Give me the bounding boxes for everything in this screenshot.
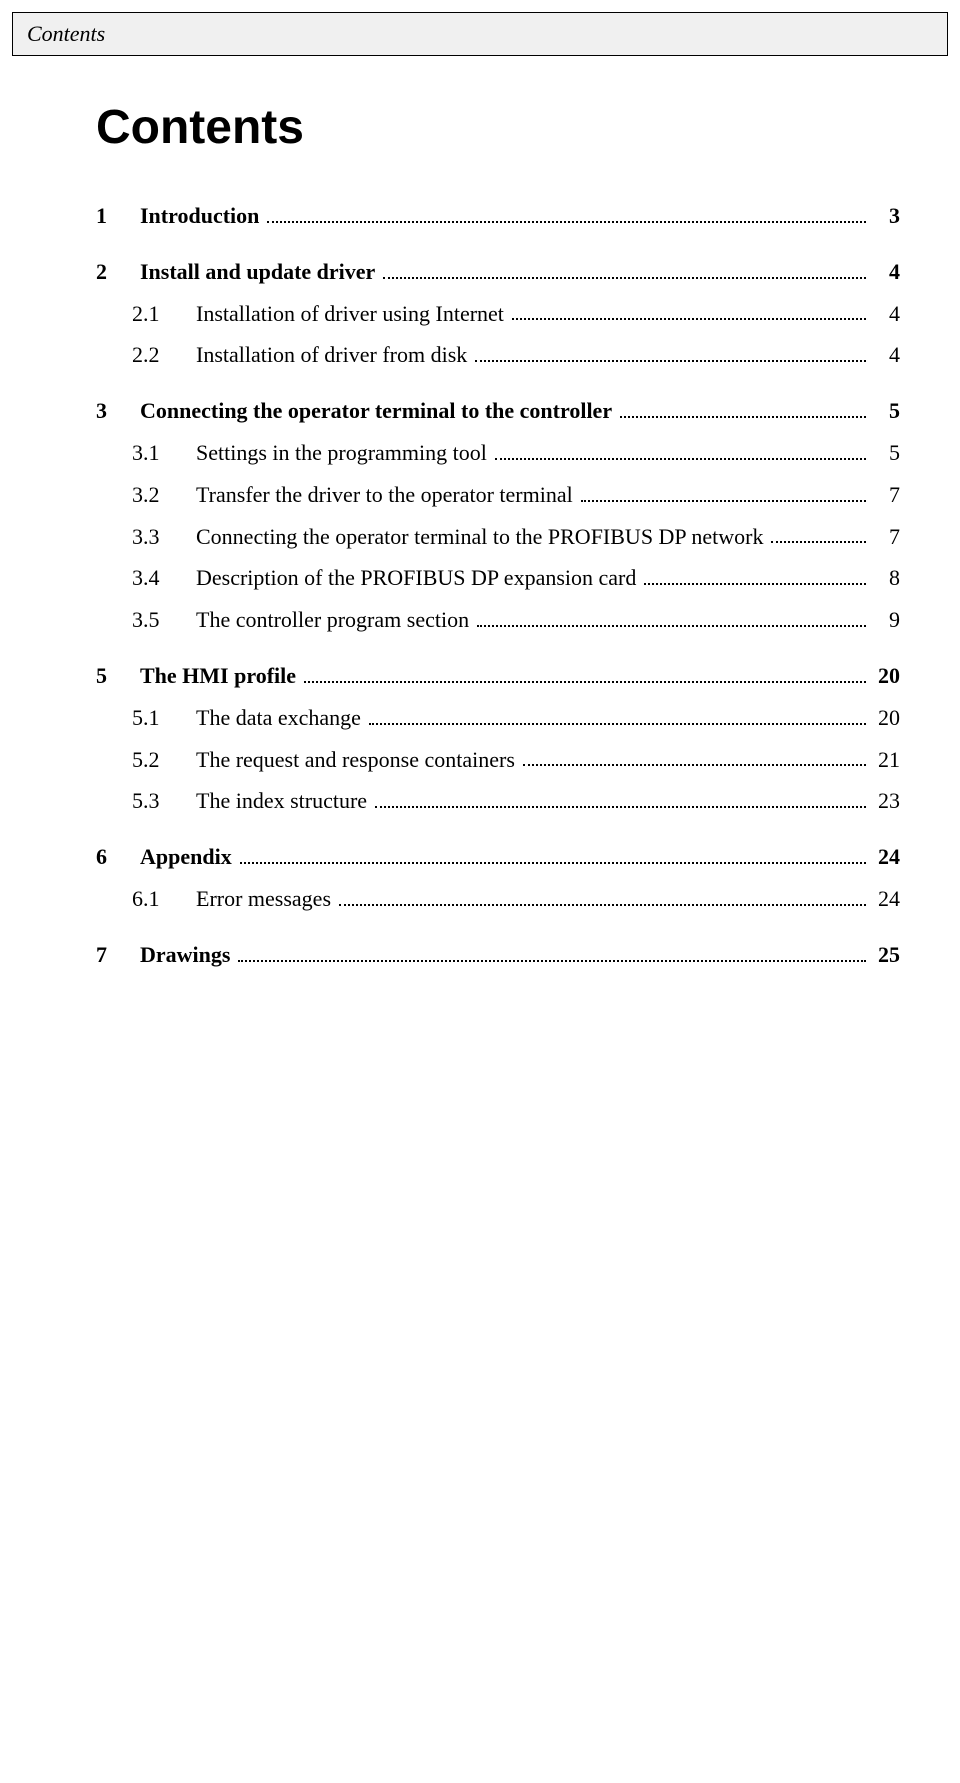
toc-entry-number: 5.3 (132, 780, 196, 822)
toc-entry-number: 5.2 (132, 739, 196, 781)
toc-section: 2Install and update driver 4 (96, 251, 900, 293)
toc-leader-dots (512, 318, 866, 320)
toc-subsection: 3.2Transfer the driver to the operator t… (96, 474, 900, 516)
toc-entry-page: 4 (870, 251, 900, 293)
toc-leader-dots (369, 723, 866, 725)
toc-entry-page: 5 (870, 432, 900, 474)
toc-leader-dots (238, 960, 866, 962)
toc-leader-dots (620, 416, 866, 418)
toc-container: 1Introduction 3 2Install and update driver… (96, 195, 900, 976)
toc-leader-dots (304, 681, 866, 683)
toc-entry-page: 5 (870, 390, 900, 432)
toc-leader-dots (267, 221, 866, 223)
toc-entry-number: 3.2 (132, 474, 196, 516)
toc-subsection: 3.5The controller program section 9 (96, 599, 900, 641)
toc-leader-dots (771, 541, 866, 543)
toc-subsection: 6.1Error messages 24 (96, 878, 900, 920)
toc-entry-label: The controller program section (196, 599, 473, 641)
toc-section: 3Connecting the operator terminal to the… (96, 390, 900, 432)
toc-entry-label: Installation of driver using Internet (196, 293, 508, 335)
toc-entry-page: 25 (870, 934, 900, 976)
toc-entry-page: 7 (870, 516, 900, 558)
toc-entry-label: The request and response containers (196, 739, 519, 781)
toc-leader-dots (477, 625, 866, 627)
toc-entry-label: Drawings (140, 934, 234, 976)
toc-entry-label: The data exchange (196, 697, 365, 739)
toc-entry-page: 20 (870, 697, 900, 739)
toc-subsection: 2.2Installation of driver from disk 4 (96, 334, 900, 376)
toc-entry-label: Connecting the operator terminal to the … (196, 516, 767, 558)
toc-entry-number: 6 (96, 836, 140, 878)
toc-section: 6Appendix 24 (96, 836, 900, 878)
toc-leader-dots (581, 500, 866, 502)
toc-entry-page: 23 (870, 780, 900, 822)
toc-leader-dots (383, 277, 866, 279)
toc-entry-label: Description of the PROFIBUS DP expansion… (196, 557, 640, 599)
content-area: Contents 1Introduction 3 2Install and upda… (96, 100, 900, 976)
toc-entry-page: 4 (870, 334, 900, 376)
toc-entry-page: 9 (870, 599, 900, 641)
toc-entry-page: 3 (870, 195, 900, 237)
toc-entry-number: 5.1 (132, 697, 196, 739)
toc-subsection: 2.1Installation of driver using Internet… (96, 293, 900, 335)
toc-leader-dots (375, 806, 866, 808)
toc-entry-label: Transfer the driver to the operator term… (196, 474, 577, 516)
toc-entry-page: 21 (870, 739, 900, 781)
toc-entry-number: 3.3 (132, 516, 196, 558)
toc-leader-dots (523, 764, 866, 766)
toc-subsection: 3.1Settings in the programming tool 5 (96, 432, 900, 474)
toc-subsection: 3.4Description of the PROFIBUS DP expans… (96, 557, 900, 599)
toc-entry-label: The index structure (196, 780, 371, 822)
toc-entry-number: 3.5 (132, 599, 196, 641)
toc-entry-page: 20 (870, 655, 900, 697)
toc-entry-label: Settings in the programming tool (196, 432, 491, 474)
toc-entry-label: Installation of driver from disk (196, 334, 471, 376)
toc-subsection: 5.1The data exchange 20 (96, 697, 900, 739)
page-header: Contents (12, 12, 948, 56)
toc-entry-page: 7 (870, 474, 900, 516)
toc-subsection: 5.3The index structure 23 (96, 780, 900, 822)
toc-section: 7Drawings 25 (96, 934, 900, 976)
toc-entry-label: Error messages (196, 878, 335, 920)
toc-entry-label: The HMI profile (140, 655, 300, 697)
toc-entry-page: 8 (870, 557, 900, 599)
toc-entry-label: Install and update driver (140, 251, 379, 293)
toc-entry-number: 2 (96, 251, 140, 293)
toc-entry-number: 7 (96, 934, 140, 976)
toc-entry-label: Connecting the operator terminal to the … (140, 390, 616, 432)
toc-leader-dots (475, 360, 866, 362)
toc-entry-number: 3.4 (132, 557, 196, 599)
toc-subsection: 5.2The request and response containers 21 (96, 739, 900, 781)
toc-entry-label: Introduction (140, 195, 263, 237)
toc-entry-label: Appendix (140, 836, 236, 878)
toc-entry-number: 3.1 (132, 432, 196, 474)
toc-leader-dots (339, 904, 866, 906)
toc-entry-number: 2.2 (132, 334, 196, 376)
toc-leader-dots (495, 458, 866, 460)
toc-section: 5The HMI profile 20 (96, 655, 900, 697)
toc-entry-number: 5 (96, 655, 140, 697)
toc-entry-number: 3 (96, 390, 140, 432)
toc-subsection: 3.3Connecting the operator terminal to t… (96, 516, 900, 558)
toc-entry-page: 24 (870, 878, 900, 920)
toc-entry-number: 2.1 (132, 293, 196, 335)
toc-entry-page: 4 (870, 293, 900, 335)
toc-entry-page: 24 (870, 836, 900, 878)
toc-entry-number: 6.1 (132, 878, 196, 920)
toc-leader-dots (240, 862, 866, 864)
toc-entry-number: 1 (96, 195, 140, 237)
page-header-text: Contents (27, 21, 105, 47)
toc-section: 1Introduction 3 (96, 195, 900, 237)
page-title: Contents (96, 100, 900, 155)
toc-leader-dots (644, 583, 866, 585)
